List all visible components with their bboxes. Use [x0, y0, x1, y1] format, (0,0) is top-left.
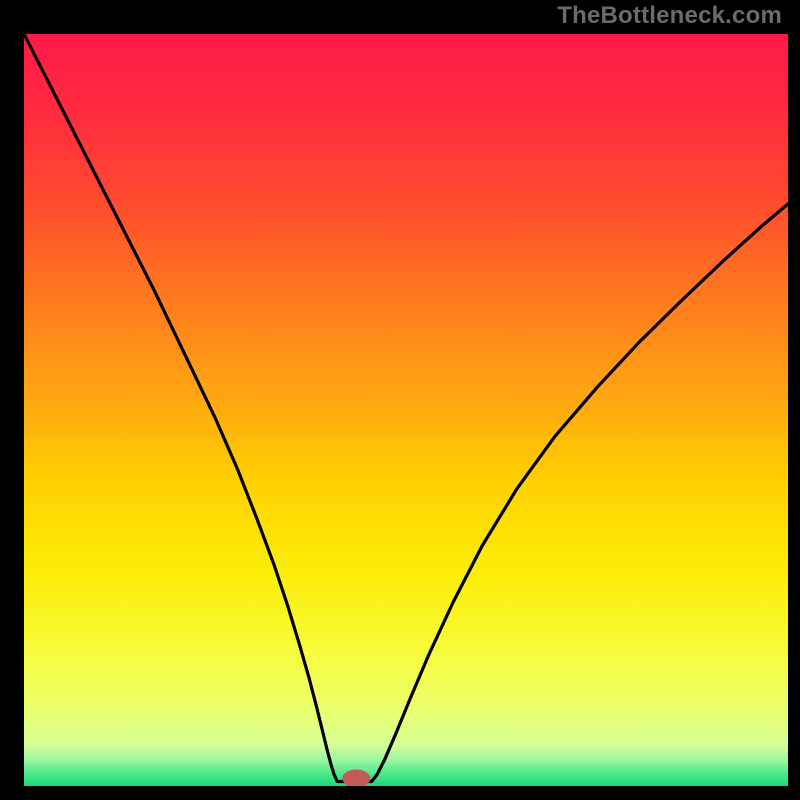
- chart-gradient-background: [24, 34, 788, 786]
- minimum-marker: [342, 769, 370, 787]
- chart-frame: TheBottleneck.com: [0, 0, 800, 800]
- bottleneck-chart: [0, 0, 800, 800]
